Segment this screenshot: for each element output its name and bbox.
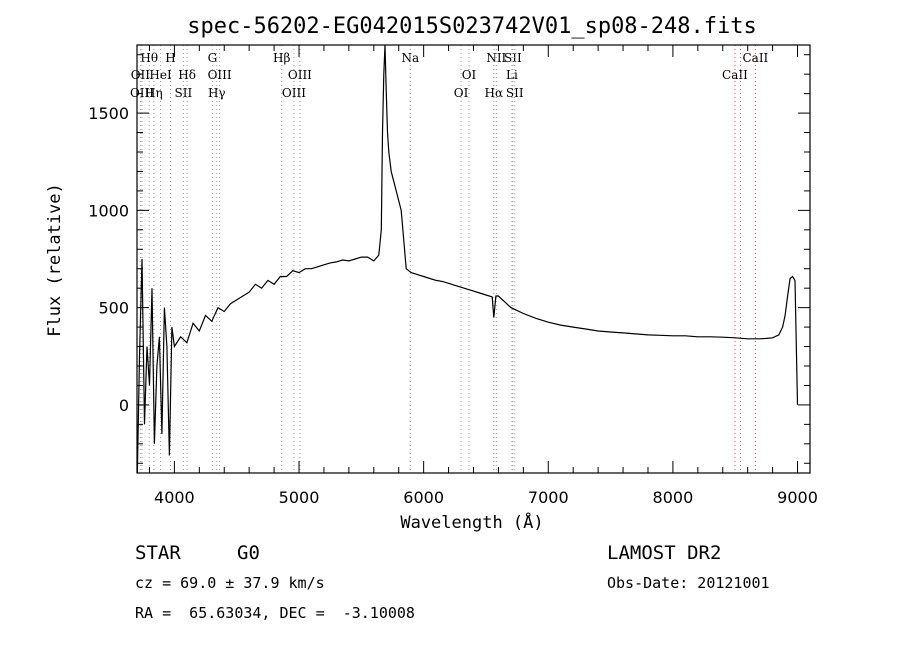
spectral-line-label: Na: [401, 51, 419, 65]
spectral-line-label: OIII: [282, 86, 306, 100]
spectral-line-label: Hη: [145, 86, 163, 100]
y-axis-label: Flux (relative): [45, 183, 65, 337]
spectral-line-label: H: [165, 51, 175, 65]
y-tick-label: 1500: [88, 104, 129, 123]
x-tick-label: 6000: [403, 488, 444, 507]
plot-frame: [136, 44, 811, 474]
spectral-line-label: HeI: [149, 68, 172, 82]
spectral-line-label: CaII: [742, 51, 768, 65]
x-axis-label: Wavelength (Å): [400, 511, 543, 533]
flux-series-line: [137, 45, 799, 473]
spectral-line-label: OI: [454, 86, 469, 100]
spectral-line-label: OII: [131, 68, 151, 82]
spectral-line-label: G: [208, 51, 218, 65]
y-tick-label: 0: [119, 396, 129, 415]
spectral-line-label: OIII: [288, 68, 312, 82]
spectrum-chart: spec-56202-EG042015S023742V01_sp08-248.f…: [45, 14, 818, 533]
spectral-line-label: SII: [504, 51, 522, 65]
spectral-line-label: OIII: [130, 86, 154, 100]
spectral-line-label: Hβ: [273, 51, 290, 65]
x-tick-label: 7000: [528, 488, 569, 507]
spectral-line-label: Hα: [485, 86, 504, 100]
object-class: STAR: [135, 542, 181, 564]
spectral-line-label: Hδ: [178, 68, 196, 82]
spectral-line-label: Li: [506, 68, 518, 82]
survey-name: LAMOST DR2: [607, 542, 722, 564]
y-tick-label: 500: [98, 299, 129, 318]
chart-title: spec-56202-EG042015S023742V01_sp08-248.f…: [187, 14, 757, 39]
x-tick-label: 4000: [154, 488, 195, 507]
plot-area: HθOIIOIIIHηHeIHHδSIIGOIIIHγHβOIIIOIIINaO…: [88, 44, 818, 507]
obs-date: Obs-Date: 20121001: [607, 574, 770, 592]
spectral-line-label: SII: [175, 86, 193, 100]
redshift-value: cz = 69.0 ± 37.9 km/s: [135, 574, 325, 592]
spectral-line-label: CaII: [722, 68, 748, 82]
spectral-line-label: Hγ: [208, 86, 226, 100]
x-tick-label: 5000: [279, 488, 320, 507]
y-tick-label: 1000: [88, 201, 129, 220]
spectral-line-label: OIII: [208, 68, 232, 82]
coordinates: RA = 65.63034, DEC = -3.10008: [135, 604, 415, 622]
x-tick-label: 9000: [777, 488, 818, 507]
spectral-line-label: SII: [506, 86, 524, 100]
spectral-line-label: Hθ: [140, 51, 158, 65]
object-subclass: G0: [237, 542, 260, 564]
spectral-line-label: OI: [462, 68, 477, 82]
x-tick-label: 8000: [653, 488, 694, 507]
spectral-line-label: NII: [486, 51, 506, 65]
